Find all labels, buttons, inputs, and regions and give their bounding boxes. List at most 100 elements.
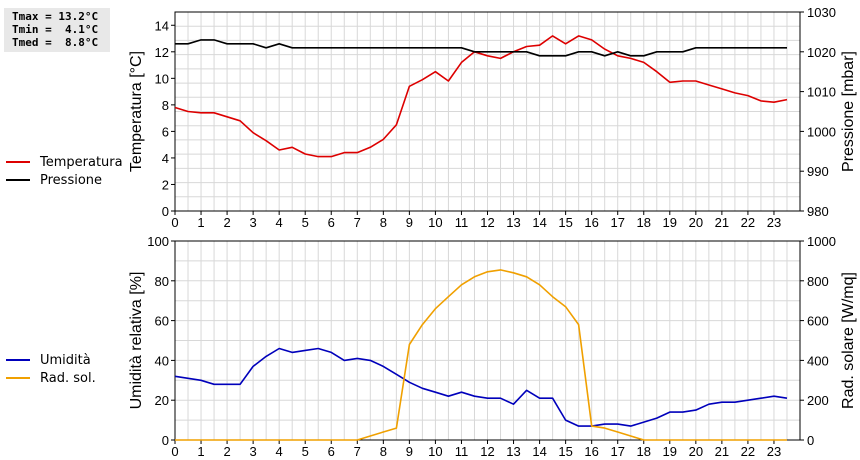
y2-axis-label: Pressione [mbar] (840, 51, 857, 172)
x-tick-label: 1 (197, 215, 204, 230)
y2-tick-label: 1020 (807, 45, 836, 60)
x-tick-label: 18 (637, 215, 651, 230)
y2-tick-label: 400 (807, 353, 829, 368)
legend-swatch-temperatura (6, 161, 30, 163)
y2-axis-label: Rad. solare [W/mq] (840, 272, 857, 409)
x-tick-label: 21 (715, 215, 729, 230)
x-tick-label: 4 (276, 215, 283, 230)
x-tick-label: 23 (767, 444, 781, 459)
x-tick-label: 22 (741, 444, 755, 459)
x-tick-label: 3 (250, 444, 257, 459)
y-tick-label: 0 (162, 204, 169, 219)
stat-tmax: Tmax = 13.2°C (12, 10, 99, 23)
x-tick-label: 14 (532, 444, 546, 459)
legend-item-umidita: Umidità (6, 351, 96, 369)
x-tick-label: 0 (171, 215, 178, 230)
series-line-temperatura (174, 35, 788, 158)
y2-tick-label: 0 (807, 433, 814, 448)
y-tick-label: 100 (147, 234, 169, 249)
x-tick-label: 8 (380, 444, 387, 459)
y2-tick-label: 1030 (807, 5, 836, 20)
x-tick-label: 15 (558, 444, 572, 459)
y-axis-label: Umidità relativa [%] (128, 272, 145, 410)
y2-tick-label: 1000 (807, 234, 836, 249)
series-line-rad-sol (175, 269, 787, 441)
x-tick-label: 20 (689, 444, 703, 459)
x-tick-label: 16 (584, 215, 598, 230)
x-tick-label: 17 (610, 215, 624, 230)
y-tick-label: 12 (155, 45, 169, 60)
legend-label-pressione: Pressione (40, 172, 103, 188)
x-tick-label: 7 (354, 215, 361, 230)
stat-tmed: Tmed = 8.8°C (12, 36, 99, 49)
legend-label-temperatura: Temperatura (40, 154, 123, 170)
y-tick-label: 8 (162, 98, 169, 113)
y2-tick-label: 800 (807, 274, 829, 289)
x-tick-label: 11 (455, 444, 469, 459)
legend-label-umidita: Umidità (40, 352, 91, 368)
x-tick-label: 8 (380, 215, 387, 230)
x-tick-label: 4 (276, 444, 283, 459)
legend-bottom: Umidità Rad. sol. (6, 351, 96, 387)
x-tick-label: 9 (406, 444, 413, 459)
x-tick-label: 6 (328, 215, 335, 230)
x-tick-label: 14 (532, 215, 546, 230)
y-tick-label: 60 (155, 314, 169, 329)
y2-tick-label: 980 (807, 204, 829, 219)
y-tick-label: 0 (162, 433, 169, 448)
legend-swatch-pressione (6, 179, 30, 181)
x-tick-label: 7 (354, 444, 361, 459)
x-tick-label: 0 (171, 444, 178, 459)
x-tick-label: 18 (637, 444, 651, 459)
legend-swatch-radsol (6, 377, 30, 379)
legend-label-radsol: Rad. sol. (40, 370, 96, 386)
x-tick-label: 21 (715, 444, 729, 459)
x-tick-label: 23 (767, 215, 781, 230)
y-tick-label: 6 (162, 124, 169, 139)
x-tick-label: 15 (558, 215, 572, 230)
y-tick-label: 14 (155, 18, 169, 33)
y2-tick-label: 200 (807, 393, 829, 408)
x-tick-label: 1 (197, 444, 204, 459)
x-tick-label: 5 (302, 215, 309, 230)
legend-item-radsol: Rad. sol. (6, 369, 96, 387)
y-axis-label: Temperatura [°C] (128, 51, 145, 172)
x-tick-label: 17 (610, 444, 624, 459)
legend-swatch-umidita (6, 359, 30, 361)
x-tick-label: 6 (328, 444, 335, 459)
x-tick-label: 5 (302, 444, 309, 459)
y-tick-label: 2 (162, 177, 169, 192)
x-tick-label: 11 (455, 215, 469, 230)
x-tick-label: 10 (428, 215, 442, 230)
x-tick-label: 22 (741, 215, 755, 230)
x-tick-label: 9 (406, 215, 413, 230)
x-tick-label: 20 (689, 215, 703, 230)
x-tick-label: 16 (584, 444, 598, 459)
y-tick-label: 10 (155, 71, 169, 86)
series-line-umidit (174, 347, 788, 427)
x-tick-label: 10 (428, 444, 442, 459)
legend-item-pressione: Pressione (6, 171, 123, 189)
x-tick-label: 12 (480, 215, 494, 230)
legend-top: Temperatura Pressione (6, 153, 123, 189)
y-tick-label: 20 (155, 393, 169, 408)
x-tick-label: 19 (663, 444, 677, 459)
x-tick-label: 13 (506, 444, 520, 459)
series-line-pressione (175, 39, 787, 57)
x-tick-label: 13 (506, 215, 520, 230)
y2-tick-label: 600 (807, 314, 829, 329)
y-tick-label: 4 (162, 151, 169, 166)
y-tick-label: 80 (155, 274, 169, 289)
x-tick-label: 19 (663, 215, 677, 230)
x-tick-label: 2 (223, 215, 230, 230)
x-tick-label: 3 (250, 215, 257, 230)
stats-box: Tmax = 13.2°C Tmin = 4.1°C Tmed = 8.8°C (4, 8, 110, 52)
x-tick-label: 2 (223, 444, 230, 459)
y-tick-label: 40 (155, 353, 169, 368)
y2-tick-label: 1010 (807, 85, 836, 100)
y2-tick-label: 1000 (807, 124, 836, 139)
x-tick-label: 12 (480, 444, 494, 459)
legend-item-temperatura: Temperatura (6, 153, 123, 171)
y2-tick-label: 990 (807, 164, 829, 179)
